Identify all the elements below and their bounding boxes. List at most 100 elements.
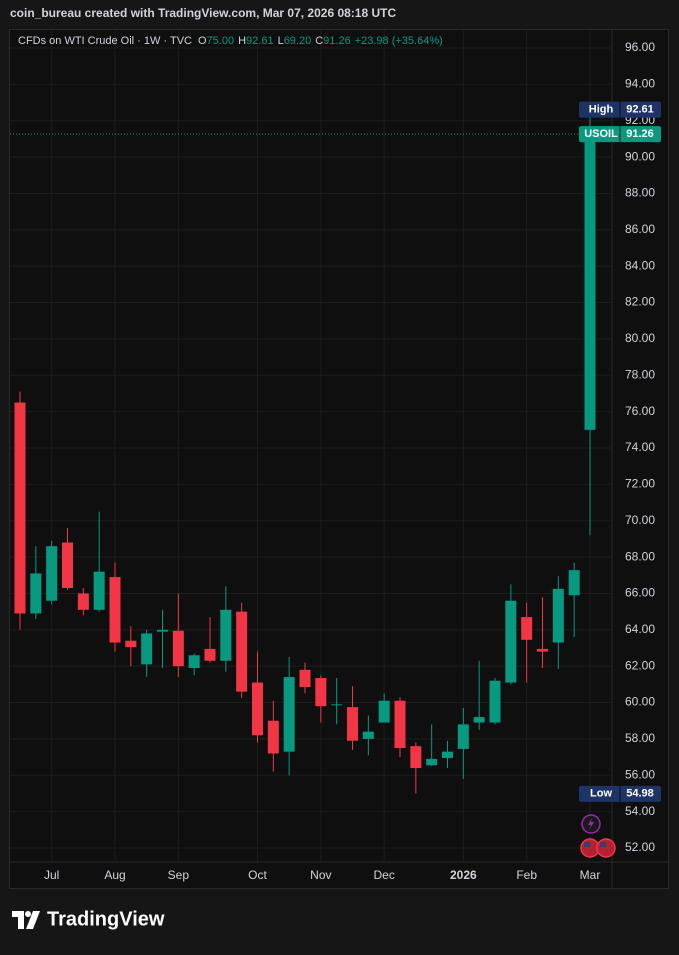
candle-body (489, 680, 501, 723)
y-tick-label: 56.00 (625, 767, 655, 781)
legend-item: L (278, 35, 284, 47)
legend: CFDs on WTI Crude Oil · 1W · TVC O75.00 H9… (18, 35, 443, 47)
x-tick-label: Nov (310, 868, 331, 882)
candle-body (552, 588, 564, 643)
logo: TradingView (12, 908, 165, 930)
candle-body (584, 134, 596, 430)
price-label-name: High (589, 104, 614, 116)
logo-dot (25, 911, 31, 917)
legend-item: 69.20 (284, 35, 312, 47)
candle-body (473, 717, 485, 723)
y-tick-label: 60.00 (625, 695, 655, 709)
candle-body (62, 542, 73, 588)
y-tick-label: 76.00 (625, 404, 655, 418)
candle-body (537, 648, 548, 652)
flag-canton (584, 842, 590, 847)
y-tick-label: 66.00 (625, 586, 655, 600)
price-label-value: 92.61 (626, 104, 654, 116)
y-tick-label: 58.00 (625, 731, 655, 745)
candle-body (267, 720, 279, 754)
y-tick-label: 70.00 (625, 513, 655, 527)
y-tick-label: 84.00 (625, 258, 655, 272)
legend-item: 75.00 (207, 35, 235, 47)
candle-body (442, 751, 453, 758)
y-tick-label: 86.00 (625, 222, 655, 236)
y-tick-label: 64.00 (625, 622, 655, 636)
candle-body (283, 677, 295, 752)
logo-mark (12, 911, 24, 929)
candle-body (457, 724, 469, 749)
y-tick-label: 68.00 (625, 549, 655, 563)
candle-body (125, 640, 137, 648)
y-tick-label: 94.00 (625, 77, 655, 91)
price-label-value: 91.26 (626, 128, 654, 140)
candle-body (46, 546, 58, 601)
candle-body (172, 630, 184, 667)
legend-item: +23.98 (+35.64%) (355, 35, 443, 47)
y-tick-label: 72.00 (625, 477, 655, 491)
x-tick-label: Dec (373, 868, 394, 882)
candle-body (505, 600, 517, 683)
y-tick-label: 62.00 (625, 658, 655, 672)
candle-body (30, 573, 42, 614)
x-tick-label: Sep (168, 868, 190, 882)
legend-item: 92.61 (246, 35, 274, 47)
candle-body (299, 669, 311, 688)
x-tick-label: Feb (516, 868, 537, 882)
candle-body (315, 678, 327, 707)
y-tick-label: 82.00 (625, 295, 655, 309)
x-tick-label: Mar (580, 868, 601, 882)
lightning (588, 818, 594, 830)
candle-body (188, 655, 200, 668)
y-tick-label: 54.00 (625, 804, 655, 818)
candle-body (141, 633, 153, 665)
candle-body (93, 571, 105, 610)
candle-body (426, 758, 438, 766)
candle-body (236, 611, 248, 692)
price-label-name: Low (590, 788, 612, 800)
candle-body (157, 629, 168, 632)
candle-body (362, 731, 374, 739)
brand: TradingView (47, 908, 165, 930)
legend-item: CFDs on WTI Crude Oil · 1W · TVC (18, 35, 192, 47)
candle-body (109, 577, 121, 643)
candle-body (220, 609, 232, 661)
candle-body (394, 700, 406, 748)
y-tick-label: 52.00 (625, 840, 655, 854)
x-tick-label: Oct (248, 868, 267, 882)
y-tick-label: 74.00 (625, 440, 655, 454)
y-tick-label: 78.00 (625, 367, 655, 381)
flag-icon[interactable] (596, 838, 616, 858)
candle-body (568, 570, 580, 596)
candle-body (77, 593, 89, 610)
candle-body (14, 402, 26, 614)
x-tick-label: 2026 (450, 868, 477, 882)
y-tick-label: 88.00 (625, 186, 655, 200)
x-tick-label: Aug (104, 868, 125, 882)
chart-pane (9, 29, 669, 889)
y-tick-label: 90.00 (625, 149, 655, 163)
price-label-name: USOIL (584, 128, 618, 140)
candle-body (410, 746, 422, 768)
x-tick-label: Jul (44, 868, 59, 882)
y-tick-label: 80.00 (625, 331, 655, 345)
candle-body (347, 707, 358, 741)
logo-mark (26, 911, 40, 929)
candle-body (521, 617, 533, 640)
price-label-value: 54.98 (626, 788, 654, 800)
candle-body (252, 682, 263, 736)
legend-item: O (198, 35, 207, 47)
legend-item: C (315, 35, 323, 47)
event-icons (580, 814, 616, 858)
plot: 52.00 54.00 56.00 58.00 60.00 62.00 64.00 66.00… (10, 30, 661, 882)
candle-body (331, 704, 343, 706)
candle-body (204, 648, 216, 661)
y-tick-label: 96.00 (625, 40, 655, 54)
candle-body (378, 700, 390, 723)
legend-item: H (238, 35, 246, 47)
legend-item: 91.26 (323, 35, 351, 47)
flag-canton (600, 842, 606, 847)
header-text: coin_bureau created with TradingView.com… (10, 6, 396, 20)
